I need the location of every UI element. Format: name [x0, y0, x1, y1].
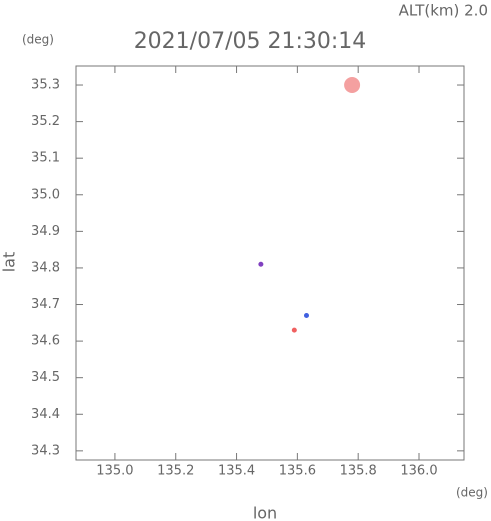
y-tick-label: 35.2 — [31, 114, 60, 129]
y-tick-label: 34.5 — [31, 370, 60, 385]
point — [291, 327, 297, 333]
y-tick-label: 34.7 — [31, 297, 60, 312]
y-tick-label: 35.3 — [31, 78, 60, 93]
x-unit: (deg) — [456, 486, 488, 500]
point — [258, 261, 264, 267]
x-tick-label: 136.0 — [400, 464, 437, 479]
y-axis-label: lat — [0, 252, 19, 273]
y-tick-label: 35.0 — [31, 187, 60, 202]
y-unit: (deg) — [22, 33, 54, 47]
x-tick-label: 135.8 — [340, 464, 377, 479]
point — [344, 77, 361, 94]
y-tick-label: 34.3 — [31, 443, 60, 458]
chart-title: 2021/07/05 21:30:14 — [134, 29, 367, 54]
x-tick-label: 135.2 — [157, 464, 194, 479]
y-tick-label: 34.4 — [31, 407, 60, 422]
point — [303, 312, 309, 318]
y-tick-label: 35.1 — [31, 151, 60, 166]
x-axis-label: lon — [253, 504, 277, 521]
x-tick-label: 135.0 — [96, 464, 133, 479]
y-tick-label: 34.6 — [31, 334, 60, 349]
x-tick-label: 135.6 — [279, 464, 316, 479]
x-tick-label: 135.4 — [218, 464, 255, 479]
plot-frame — [75, 65, 465, 461]
annotation: ALT(km) 2.0 — [399, 2, 488, 20]
y-tick-label: 34.8 — [31, 260, 60, 275]
y-tick-label: 34.9 — [31, 224, 60, 239]
